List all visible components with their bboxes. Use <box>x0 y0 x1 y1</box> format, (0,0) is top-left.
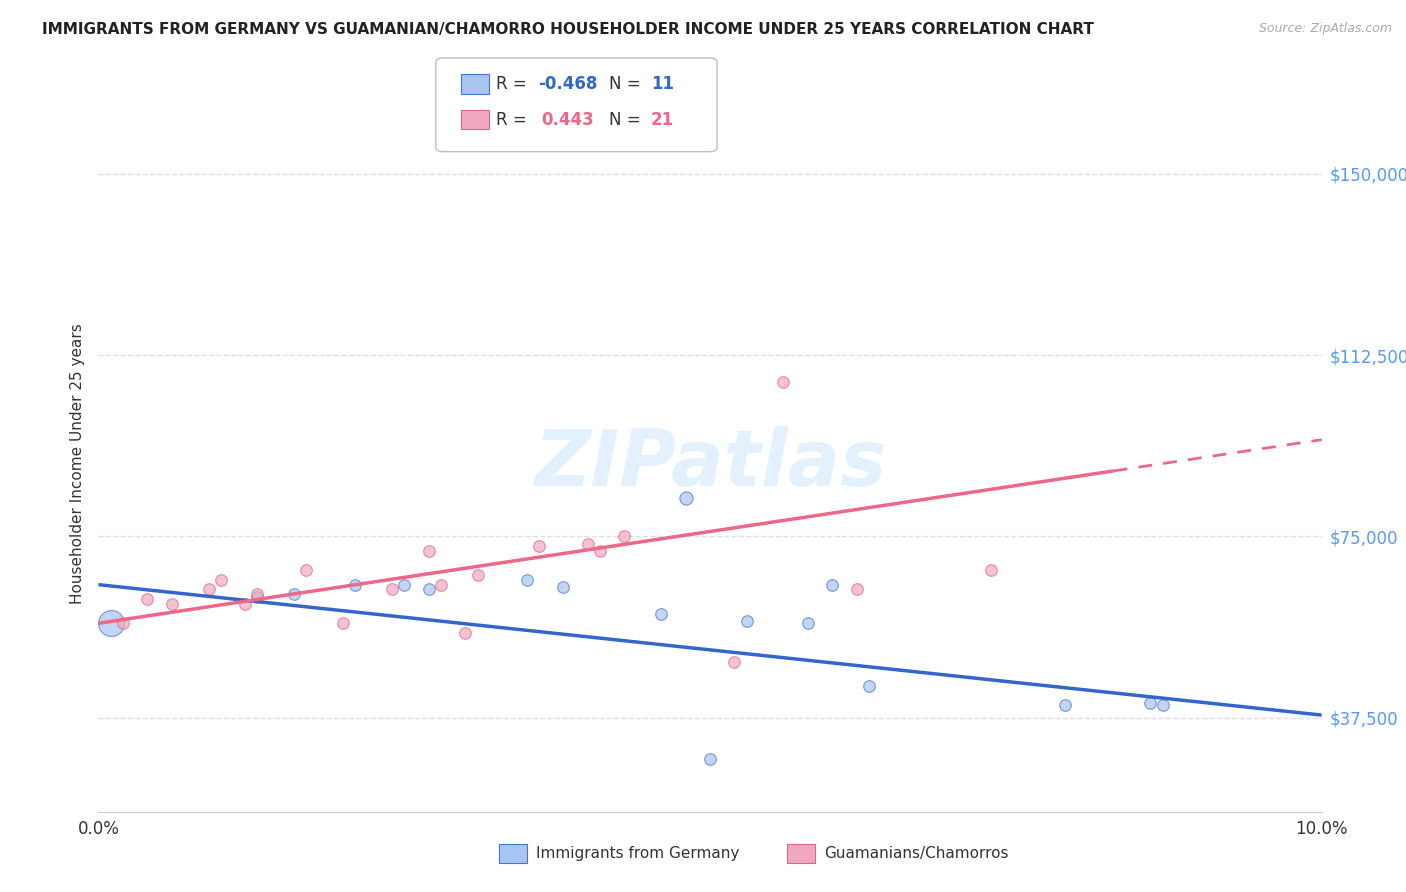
Point <box>1139 696 1161 710</box>
Point <box>1053 698 1076 713</box>
Text: R =: R = <box>496 111 537 128</box>
Point <box>381 582 404 597</box>
Point <box>675 491 697 505</box>
Point <box>797 616 820 631</box>
Point <box>845 582 868 597</box>
Point <box>246 587 269 601</box>
Point <box>589 543 612 558</box>
Text: N =: N = <box>609 111 645 128</box>
Point <box>418 582 440 597</box>
Point <box>136 592 159 607</box>
Point <box>650 607 672 621</box>
Point <box>454 626 477 640</box>
Point <box>467 568 489 582</box>
Point <box>858 679 880 693</box>
Text: 21: 21 <box>651 111 673 128</box>
Point <box>821 577 844 591</box>
Point <box>613 529 636 543</box>
Point <box>553 580 575 594</box>
Point <box>699 751 721 765</box>
Point <box>418 543 440 558</box>
Text: Immigrants from Germany: Immigrants from Germany <box>536 847 740 861</box>
Text: -0.468: -0.468 <box>538 75 598 93</box>
Point <box>100 616 122 631</box>
Point <box>295 563 318 577</box>
Point <box>332 616 354 631</box>
Text: 11: 11 <box>651 75 673 93</box>
Point <box>527 539 550 553</box>
Point <box>160 597 183 611</box>
Text: ZIPatlas: ZIPatlas <box>534 425 886 502</box>
Point <box>111 616 134 631</box>
Text: IMMIGRANTS FROM GERMANY VS GUAMANIAN/CHAMORRO HOUSEHOLDER INCOME UNDER 25 YEARS : IMMIGRANTS FROM GERMANY VS GUAMANIAN/CHA… <box>42 22 1094 37</box>
Y-axis label: Householder Income Under 25 years: Householder Income Under 25 years <box>69 324 84 604</box>
Point <box>1152 698 1174 713</box>
Point <box>209 573 232 587</box>
Point <box>246 590 269 604</box>
Point <box>344 577 367 591</box>
Point <box>392 577 416 591</box>
Point <box>430 577 453 591</box>
Text: 0.443: 0.443 <box>541 111 595 128</box>
Text: R =: R = <box>496 75 533 93</box>
Point <box>233 597 256 611</box>
Point <box>980 563 1002 577</box>
Point <box>576 536 599 550</box>
Point <box>723 655 745 669</box>
Point <box>197 582 219 597</box>
Point <box>735 614 758 628</box>
Point <box>516 573 538 587</box>
Point <box>772 375 794 389</box>
Text: Source: ZipAtlas.com: Source: ZipAtlas.com <box>1258 22 1392 36</box>
Point <box>283 587 305 601</box>
Text: Guamanians/Chamorros: Guamanians/Chamorros <box>824 847 1008 861</box>
Text: N =: N = <box>609 75 645 93</box>
